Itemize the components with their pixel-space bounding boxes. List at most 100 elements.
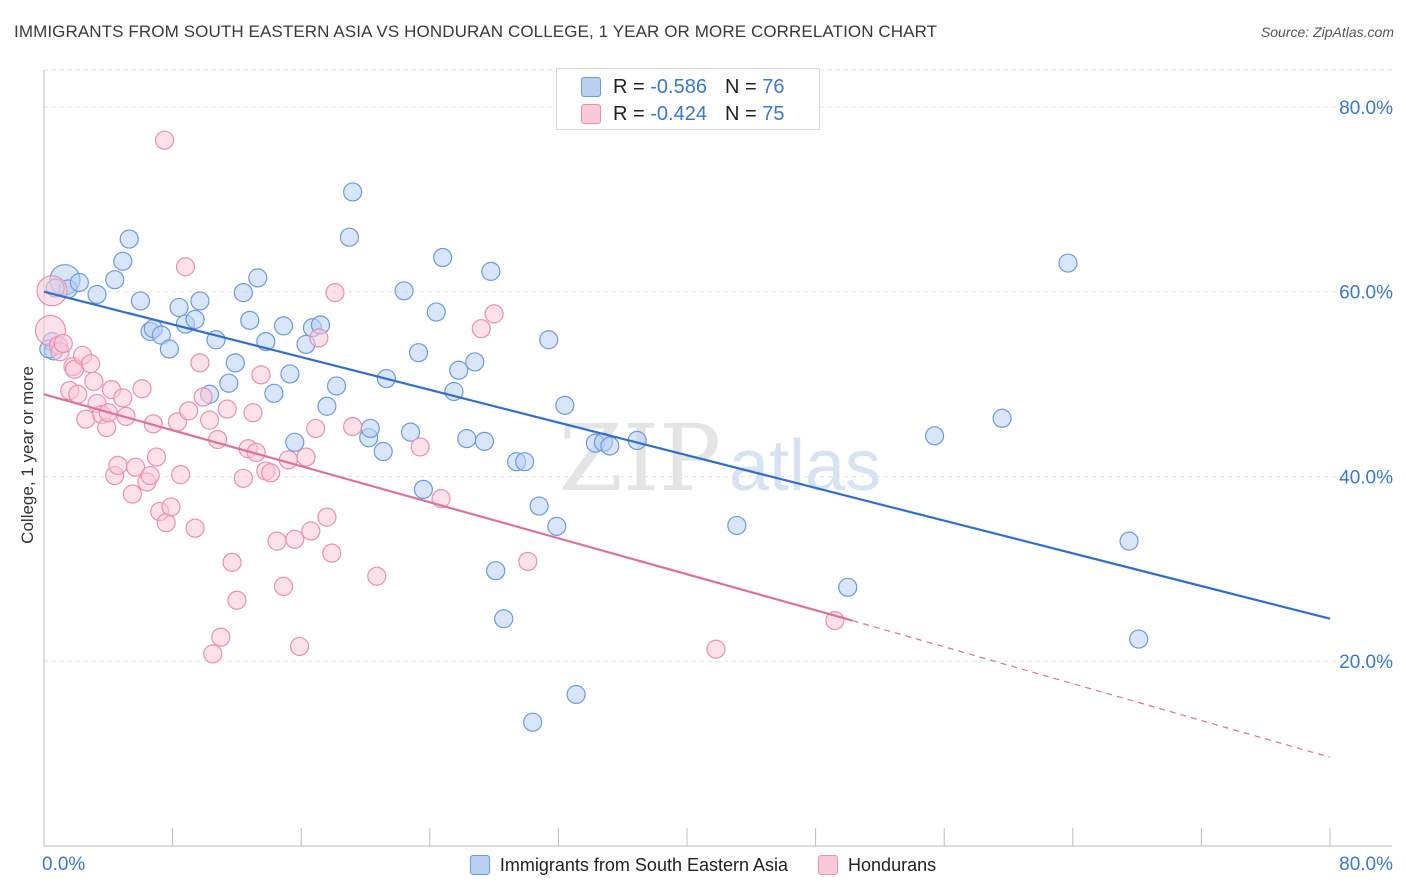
data-point-hondurans xyxy=(203,644,223,664)
data-point-hondurans xyxy=(179,401,199,421)
data-point-immigrants xyxy=(600,436,620,456)
data-point-hondurans xyxy=(36,275,68,307)
data-point-hondurans xyxy=(154,130,175,150)
data-point-immigrants xyxy=(486,561,506,581)
x-tick-label: 80.0% xyxy=(1339,854,1393,875)
data-point-hondurans xyxy=(190,353,210,373)
data-point-hondurans xyxy=(233,468,253,488)
data-point-hondurans xyxy=(53,333,73,354)
data-point-immigrants xyxy=(555,395,575,415)
data-point-hondurans xyxy=(208,429,228,450)
hondurans-swatch xyxy=(818,855,839,875)
data-point-hondurans xyxy=(518,551,538,572)
data-point-hondurans xyxy=(161,497,181,517)
grid xyxy=(44,69,1392,662)
data-point-hondurans xyxy=(296,447,316,467)
data-point-immigrants xyxy=(105,270,125,290)
data-point-immigrants xyxy=(130,291,151,311)
data-point-hondurans xyxy=(171,465,191,485)
legend-label-immigrants: Immigrants from South Eastern Asia xyxy=(499,854,789,875)
legend-item-immigrants[interactable]: Immigrants from South Eastern Asia xyxy=(469,854,789,876)
axes xyxy=(43,70,1392,847)
data-point-immigrants xyxy=(727,515,747,536)
data-point-immigrants xyxy=(433,247,453,268)
data-point-hondurans xyxy=(222,552,242,572)
data-point-immigrants xyxy=(413,479,433,500)
data-point-hondurans xyxy=(273,576,294,597)
data-point-immigrants xyxy=(119,229,139,249)
data-point-immigrants xyxy=(566,684,586,705)
watermark: ZIP atlas xyxy=(559,405,881,512)
data-point-hondurans xyxy=(211,627,231,647)
data-point-hondurans xyxy=(140,465,160,486)
legend-label-hondurans: Hondurans xyxy=(848,854,937,875)
r-label-pink: R = xyxy=(613,102,645,125)
data-point-hondurans xyxy=(289,636,310,657)
data-point-hondurans xyxy=(484,304,504,324)
data-point-immigrants xyxy=(1129,629,1149,649)
r-label-blue: R = xyxy=(613,75,645,98)
y-tick-label: 40.0% xyxy=(1339,467,1393,488)
tick-labels: 20.0% 40.0% 60.0% 80.0% 0.0% 80.0% xyxy=(42,98,1393,875)
data-point-immigrants xyxy=(373,441,393,462)
trend-lines xyxy=(43,290,1331,758)
data-point-immigrants xyxy=(547,516,567,536)
data-point-immigrants xyxy=(113,251,133,271)
data-point-immigrants xyxy=(426,302,446,322)
data-point-immigrants xyxy=(169,297,189,318)
data-point-hondurans xyxy=(132,379,152,399)
data-point-hondurans xyxy=(343,416,363,437)
data-point-hondurans xyxy=(243,403,263,423)
pink-swatch xyxy=(581,104,601,124)
data-point-hondurans xyxy=(81,354,101,374)
data-point-hondurans xyxy=(76,409,96,429)
r-value-pink: -0.424 xyxy=(650,102,707,125)
data-point-hondurans xyxy=(175,257,196,277)
data-point-hondurans xyxy=(410,437,430,457)
data-point-immigrants xyxy=(343,182,363,202)
data-point-immigrants xyxy=(523,712,543,732)
n-label-pink: N = xyxy=(724,102,757,125)
data-point-hondurans xyxy=(267,531,287,551)
chart-title: IMMIGRANTS FROM SOUTH EASTERN ASIA VS HO… xyxy=(14,22,938,41)
data-point-immigrants xyxy=(1119,531,1139,551)
y-tick-label: 20.0% xyxy=(1339,652,1393,673)
data-point-immigrants xyxy=(280,364,300,384)
data-point-immigrants xyxy=(515,452,535,472)
trend-line-immigrants xyxy=(43,290,1331,620)
data-point-immigrants xyxy=(273,316,294,336)
data-point-hondurans xyxy=(285,529,305,549)
data-point-hondurans xyxy=(246,442,266,463)
data-point-hondurans xyxy=(193,387,213,407)
data-point-immigrants xyxy=(529,496,549,516)
legend-item-hondurans[interactable]: Hondurans xyxy=(818,855,936,876)
data-point-immigrants xyxy=(69,272,89,293)
x-tick-label: 0.0% xyxy=(42,854,85,875)
data-point-immigrants xyxy=(339,227,360,247)
data-point-immigrants xyxy=(240,310,260,330)
data-point-immigrants xyxy=(400,422,421,442)
data-point-hondurans xyxy=(84,371,104,391)
y-tick-label: 60.0% xyxy=(1339,283,1393,304)
data-point-hondurans xyxy=(317,507,337,527)
data-point-immigrants xyxy=(317,396,337,416)
data-point-immigrants xyxy=(248,268,268,288)
data-point-immigrants xyxy=(87,284,107,305)
data-point-immigrants xyxy=(219,373,239,393)
data-point-immigrants xyxy=(408,343,429,363)
data-point-immigrants xyxy=(285,432,305,452)
points-layer xyxy=(34,130,1149,732)
data-point-immigrants xyxy=(225,353,245,373)
data-point-immigrants xyxy=(494,609,514,629)
data-point-immigrants xyxy=(1058,253,1078,273)
legend-row-blue: R = -0.586 N = 76 xyxy=(581,75,784,99)
data-point-immigrants xyxy=(264,383,284,403)
data-point-hondurans xyxy=(261,463,281,483)
data-point-hondurans xyxy=(122,484,143,504)
data-point-immigrants xyxy=(465,352,485,372)
watermark-zip: ZIP xyxy=(559,405,721,512)
data-point-immigrants xyxy=(992,408,1012,428)
data-point-immigrants xyxy=(190,291,210,311)
data-point-immigrants xyxy=(539,330,559,350)
